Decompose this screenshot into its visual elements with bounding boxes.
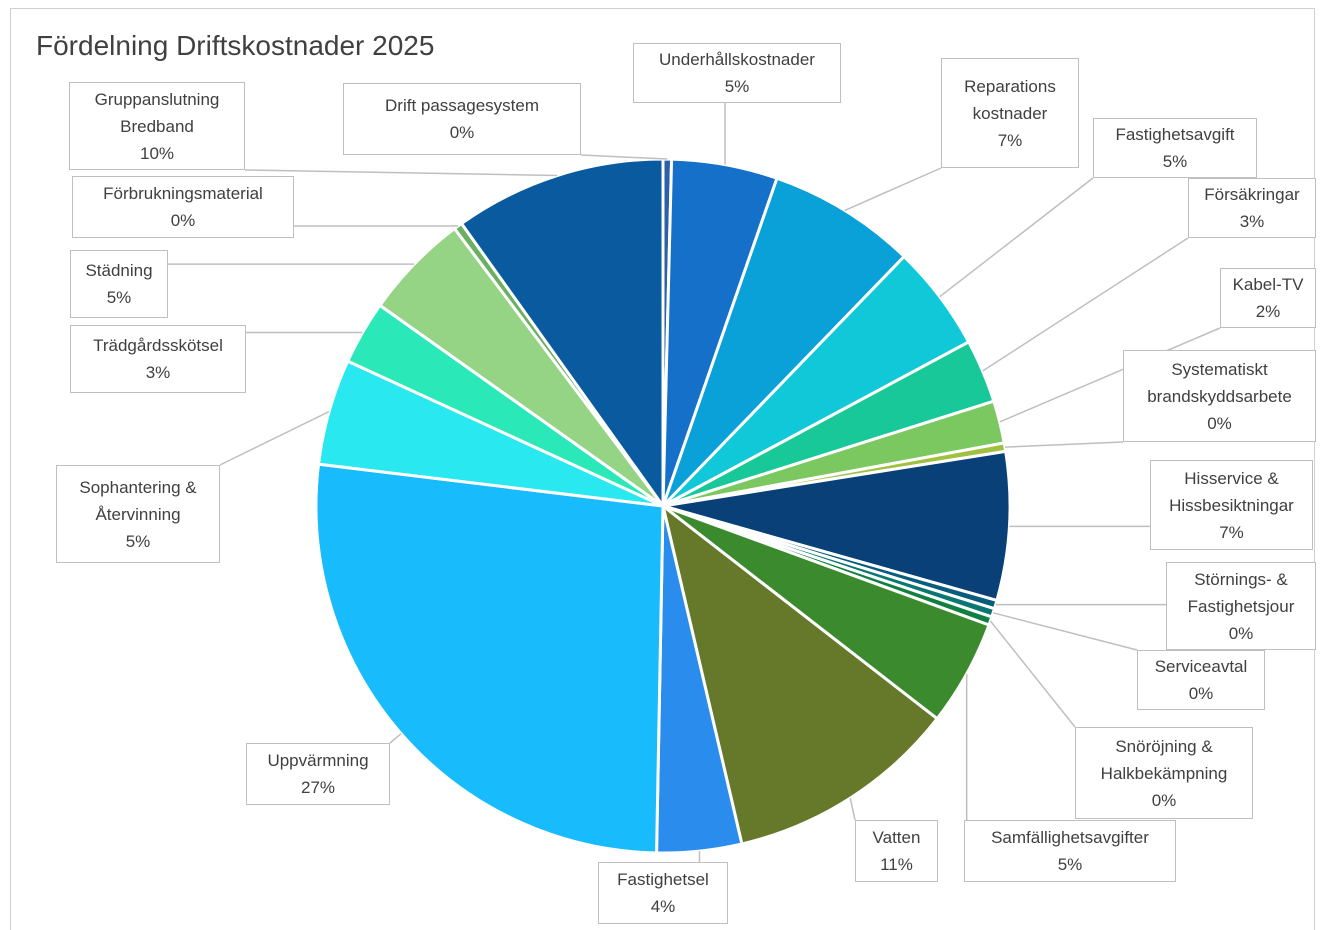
slice-label: Förbrukningsmaterial 0% xyxy=(72,176,294,238)
slice-label-value: 27% xyxy=(300,778,336,797)
slice-label: Städning 5% xyxy=(70,250,168,318)
slice-label-value: 5% xyxy=(125,531,151,551)
leader-line xyxy=(939,177,1094,298)
slice-label-value: 5% xyxy=(106,288,132,307)
leader-line xyxy=(989,620,1076,728)
slice-label-name: Trädgårdsskötsel xyxy=(93,336,223,355)
slice-label: Vatten 11% xyxy=(855,820,938,882)
slice-label: Försäkringar 3% xyxy=(1188,178,1316,238)
slice-label-value: 3% xyxy=(1239,212,1265,231)
leader-line xyxy=(999,327,1221,423)
slice-label-name: Systematiskt brandskyddsarbete xyxy=(1147,359,1292,406)
slice-label-name: Uppvärmning xyxy=(267,751,369,770)
slice-label-value: 2% xyxy=(1255,302,1281,321)
slice-label: Fastighetsavgift 5% xyxy=(1093,118,1257,178)
leader-line xyxy=(580,154,668,160)
slice-label-name: Serviceavtal xyxy=(1154,657,1248,676)
slice-label-value: 0% xyxy=(170,211,196,230)
slice-label-value: 5% xyxy=(724,77,750,96)
slice-label: Gruppanslutning Bredband 10% xyxy=(69,82,245,170)
slice-label: Samfällighetsavgifter 5% xyxy=(964,820,1176,882)
slice-label-name: Störnings- & Fastighetsjour xyxy=(1187,569,1295,616)
slice-label-name: Underhållskostnader xyxy=(659,50,815,69)
slice-label-name: Kabel-TV xyxy=(1232,275,1304,294)
slice-label-value: 0% xyxy=(1228,623,1254,643)
slice-label-value: 11% xyxy=(880,855,913,874)
slice-label-value: 0% xyxy=(449,123,475,142)
slice-label-name: Hisservice & Hissbesiktningar xyxy=(1169,468,1294,515)
leader-line xyxy=(849,797,856,821)
slice-label-name: Fastighetsavgift xyxy=(1115,125,1235,144)
leader-line xyxy=(219,410,330,466)
slice-label-name: Sophantering & Återvinning xyxy=(79,477,197,524)
slice-label-name: Fastighetsel xyxy=(617,870,709,889)
slice-label-name: Städning xyxy=(85,261,153,280)
slice-label: Snöröjning & Halkbekämpning 0% xyxy=(1075,727,1253,819)
slice-label-value: 7% xyxy=(1219,522,1244,542)
slice-label-value: 0% xyxy=(1188,684,1214,703)
slice-label-name: Gruppanslutning Bredband xyxy=(94,89,220,136)
slice-label-name: Förbrukningsmaterial xyxy=(103,184,263,203)
slice-label-value: 7% xyxy=(997,130,1023,150)
slice-label: Kabel-TV 2% xyxy=(1220,268,1316,328)
slice-label: Systematiskt brandskyddsarbete 0% xyxy=(1123,350,1316,442)
slice-label-name: Vatten xyxy=(872,828,921,847)
slice-label-name: Försäkringar xyxy=(1204,185,1300,204)
leader-line xyxy=(244,169,558,177)
pie-slice xyxy=(314,462,665,855)
chart-title: Fördelning Driftskostnader 2025 xyxy=(36,30,435,61)
leader-line xyxy=(982,237,1189,372)
leader-lines xyxy=(168,103,1221,862)
slice-label-value: 10% xyxy=(139,143,175,163)
slice-label-value: 0% xyxy=(1151,790,1177,810)
chart-frame xyxy=(10,8,1315,930)
leader-line xyxy=(844,167,942,212)
slice-label: Serviceavtal 0% xyxy=(1137,650,1265,710)
slice-label-name: Samfällighetsavgifter xyxy=(991,828,1149,847)
slice-label: Trädgårdsskötsel 3% xyxy=(70,325,246,393)
slice-label-value: 0% xyxy=(1207,413,1232,433)
slice-label-value: 3% xyxy=(145,363,171,382)
slice-label: Underhållskostnader 5% xyxy=(633,43,841,103)
slice-label-name: Reparations kostnader xyxy=(964,76,1056,123)
slice-label: Störnings- & Fastighetsjour 0% xyxy=(1166,562,1316,650)
slice-label: Hisservice & Hissbesiktningar 7% xyxy=(1150,460,1313,550)
slice-label-value: 5% xyxy=(1057,855,1083,874)
slice-label-value: 4% xyxy=(650,897,676,916)
slice-label: Fastighetsel 4% xyxy=(598,862,728,924)
slice-label: Sophantering & Återvinning 5% xyxy=(56,465,220,563)
leader-line xyxy=(389,733,402,744)
slice-label-name: Snöröjning & Halkbekämpning xyxy=(1100,736,1228,783)
slice-label: Drift passagesystem 0% xyxy=(343,83,581,155)
slice-label: Uppvärmning 27% xyxy=(246,743,390,805)
slice-label: Reparations kostnader 7% xyxy=(941,58,1079,168)
slice-label-value: 5% xyxy=(1162,152,1188,171)
leader-line xyxy=(1004,441,1124,448)
leader-line xyxy=(992,612,1138,651)
slice-label-name: Drift passagesystem xyxy=(385,96,539,115)
